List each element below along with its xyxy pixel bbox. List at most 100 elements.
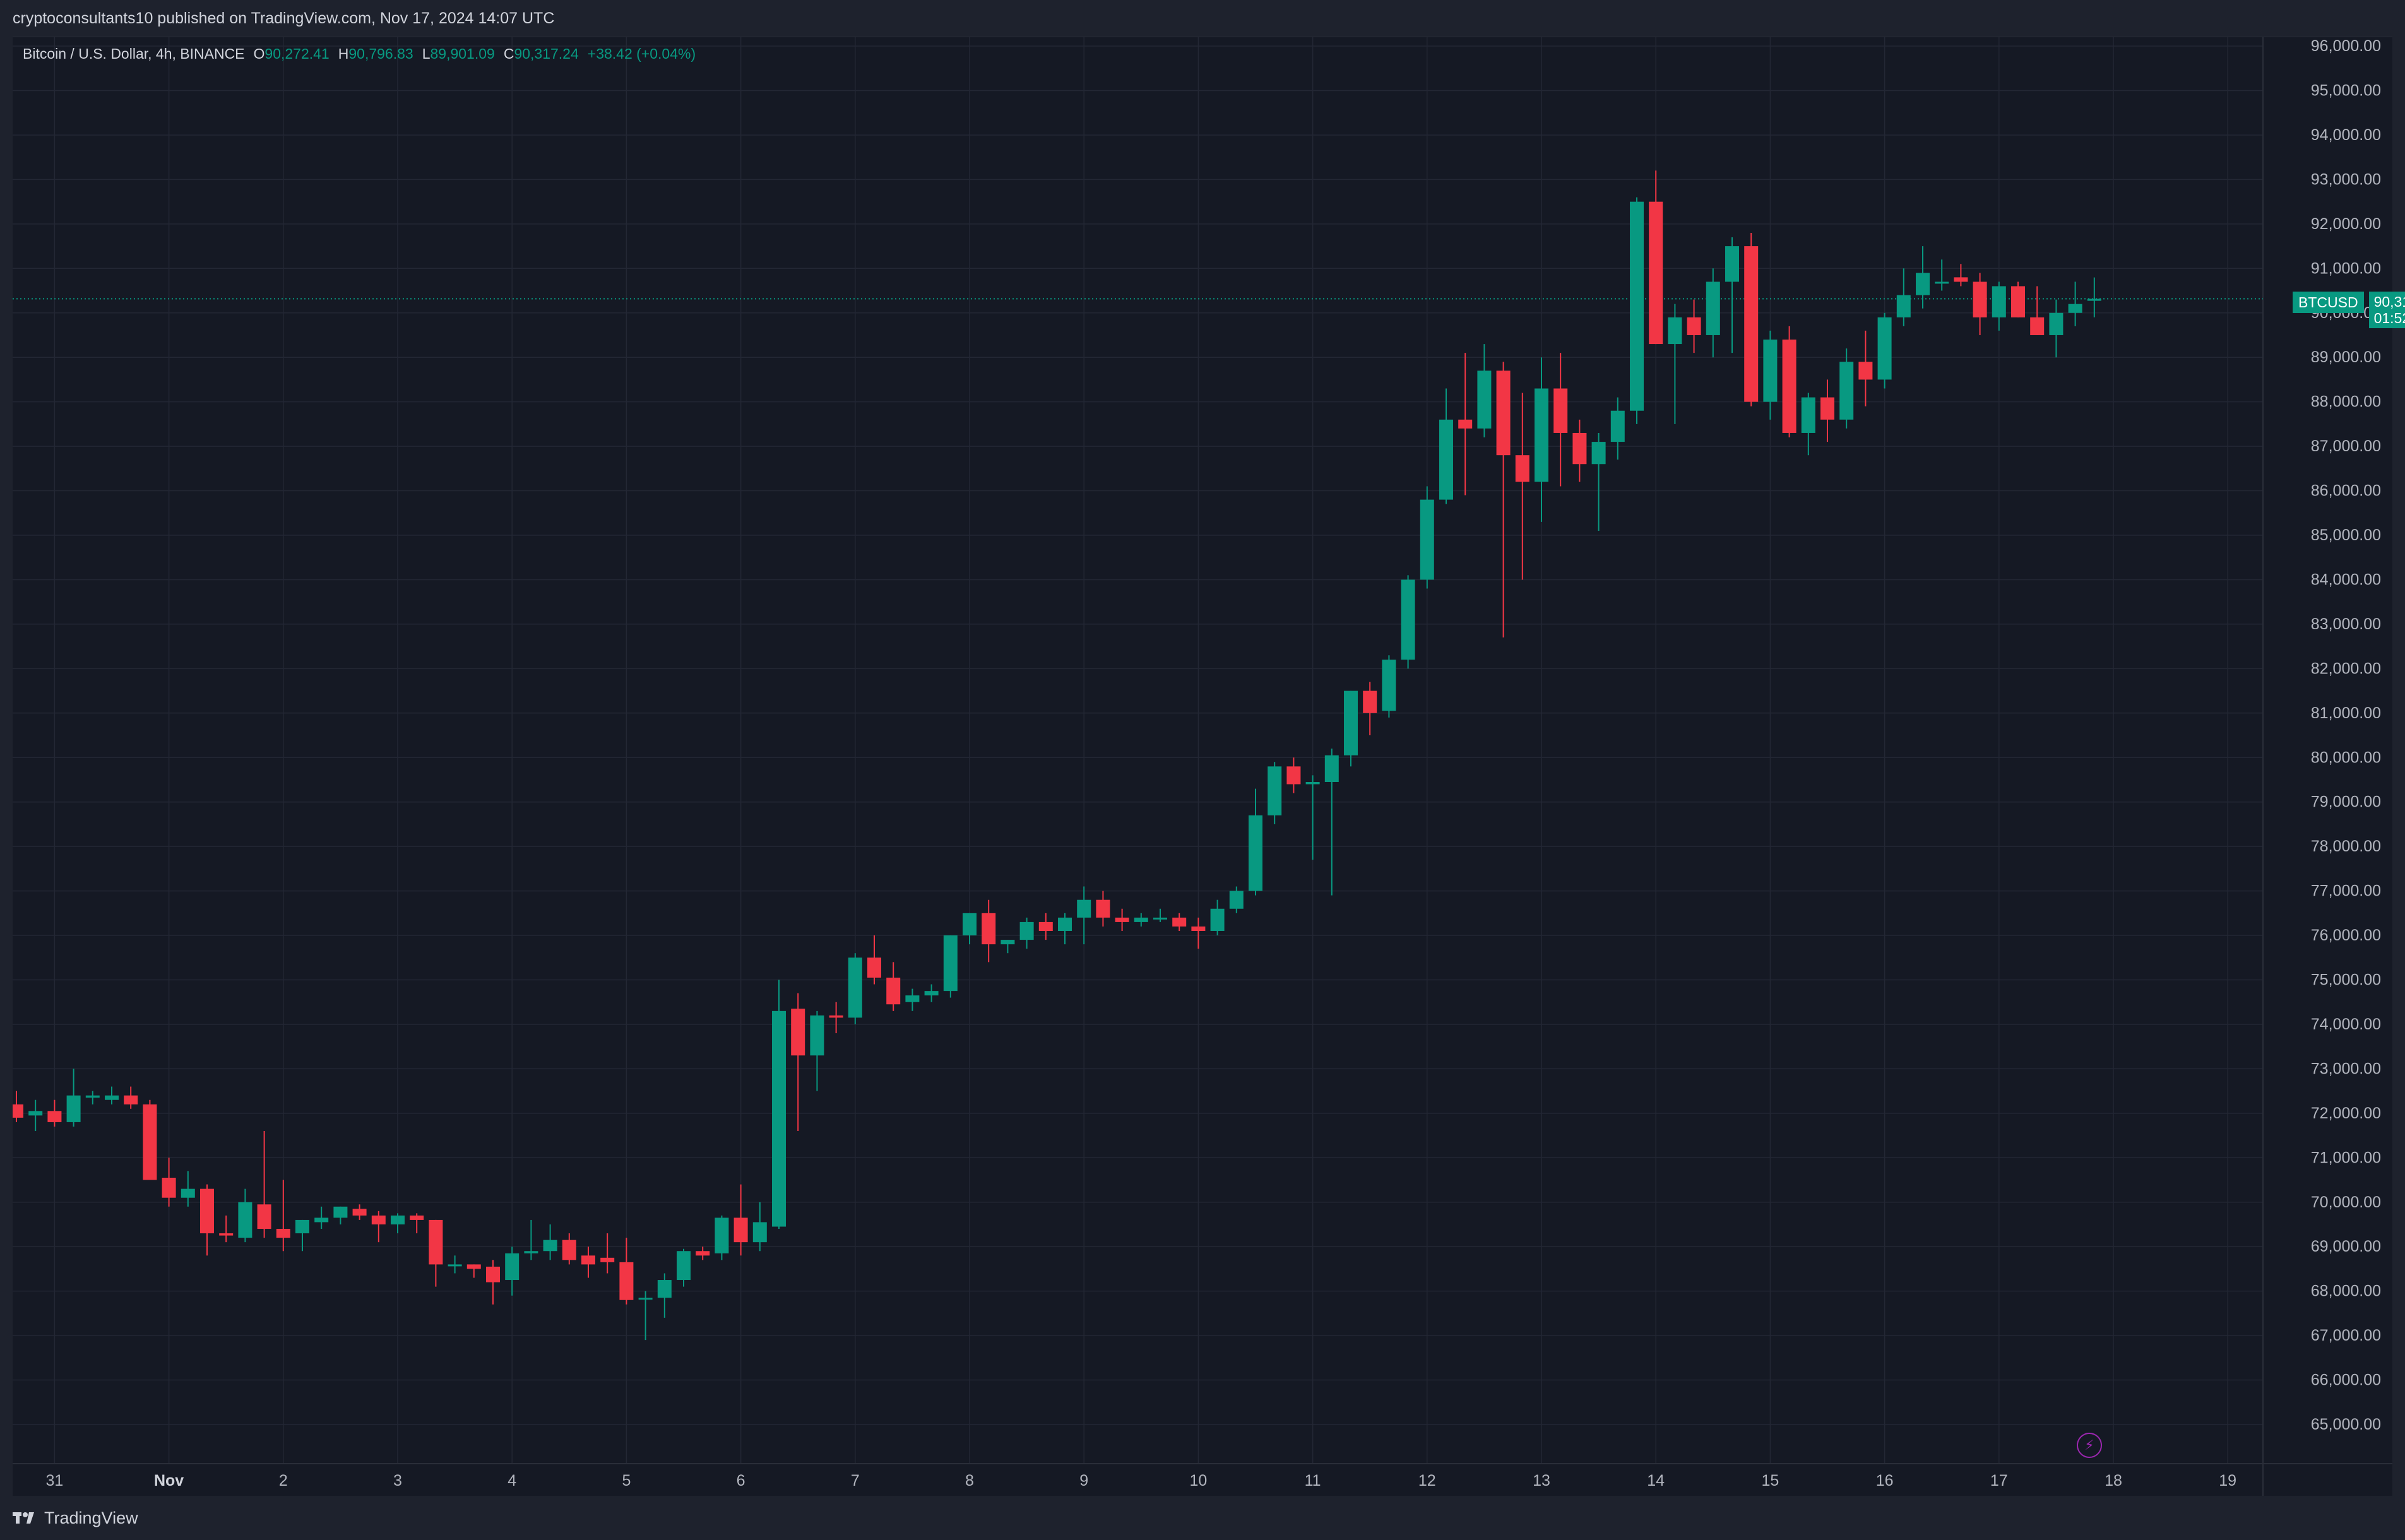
candle-body [1935,281,1949,284]
x-tick-label: 16 [1876,1472,1894,1490]
candle-body [1515,455,1529,482]
lightning-icon[interactable]: ⚡ [2077,1433,2102,1458]
x-tick-label: Nov [154,1472,184,1490]
y-tick-label: 71,000.00 [2311,1149,2381,1166]
candle-body [1896,295,1911,317]
candle-body [66,1095,81,1122]
y-tick-label: 86,000.00 [2311,482,2381,500]
published-text: cryptoconsultants10 published on Trading… [13,9,555,27]
candle-body [1858,362,1873,380]
y-tick-label: 74,000.00 [2311,1016,2381,1033]
candlestick-chart[interactable]: 65,000.00 66,000.00 67,000.00 68,000.00 69,0… [13,37,2392,1496]
candle-body [1096,899,1110,918]
candle-body [1801,397,1815,433]
y-tick-label: 95,000.00 [2311,82,2381,100]
y-tick-label: 81,000.00 [2311,704,2381,722]
candle-body [1401,579,1415,660]
candle-body [638,1298,653,1300]
candle-body [1553,388,1568,433]
candle-body [1877,317,1892,380]
x-tick-label: 3 [393,1472,402,1490]
tradingview-logo-icon [13,1512,34,1524]
legend-close-value: 90,317.24 [514,45,579,62]
candle-body [715,1217,729,1253]
candle-body [982,913,996,945]
candle-body [1458,419,1473,429]
candle-body [200,1188,214,1234]
x-tick-label: 10 [1189,1472,1207,1490]
candle-body [905,995,920,1002]
candle-body [772,1010,786,1227]
candle-body [1172,917,1187,927]
y-tick-label: 79,000.00 [2311,793,2381,811]
y-tick-label: 92,000.00 [2311,215,2381,233]
x-tick-label: 14 [1647,1472,1665,1490]
candle-body [543,1240,557,1252]
candle-body [829,1015,843,1018]
candle-body [257,1204,271,1229]
candle-body [391,1215,405,1224]
y-tick-label: 84,000.00 [2311,571,2381,588]
y-tick-label: 89,000.00 [2311,348,2381,366]
legend-open-value: 90,272.41 [264,45,330,62]
x-tick-label: 9 [1079,1472,1088,1490]
candle-body [105,1095,119,1100]
last-price-box: 90,317.24 01:52:13 [2368,292,2405,328]
candle-body [371,1215,386,1224]
candle-body [1992,286,2006,317]
y-tick-label: 83,000.00 [2311,615,2381,633]
candle-body [1344,690,1358,755]
candle-body [1058,917,1072,932]
candle-body [1249,815,1262,891]
candle-body [1420,499,1434,580]
candle-body [28,1111,43,1116]
candle-body [1649,201,1663,345]
candle-body [162,1178,176,1198]
candle-body [1268,766,1282,815]
candle-body [1630,201,1644,411]
candle-body [1439,419,1453,500]
x-tick-label: 12 [1418,1472,1436,1490]
candle-body [47,1111,62,1122]
candle-body [1610,410,1625,442]
symbol-legend: Bitcoin / U.S. Dollar, 4h, BINANCE O 90,2… [23,45,696,62]
candle-body [1725,246,1739,282]
candle-body [600,1257,615,1262]
candle-body [276,1229,290,1238]
candle-body [1153,917,1167,920]
candle-body [2030,317,2045,335]
candle-body [791,1009,805,1056]
legend-low-value: 89,901.09 [430,45,495,62]
candle-body [867,957,881,978]
y-tick-label: 93,000.00 [2311,170,2381,188]
x-tick-label: 19 [2219,1472,2236,1490]
x-tick-label: 6 [737,1472,745,1490]
candle-body [619,1262,634,1300]
candle-body [1591,442,1606,465]
candle-body [1324,755,1339,782]
candle-body [1134,917,1148,922]
legend-close-label: C [503,45,514,62]
candle-body [562,1240,576,1260]
legend-high-label: H [338,45,349,62]
candle-body [238,1202,252,1238]
candle-body [505,1253,520,1281]
y-tick-label: 70,000.00 [2311,1194,2381,1211]
y-tick-label: 96,000.00 [2311,37,2381,55]
tradingview-logo[interactable]: TradingView [13,1508,138,1528]
candle-body [848,957,862,1018]
bar-countdown: 01:52:13 [2373,310,2405,326]
y-tick-label: 94,000.00 [2311,126,2381,144]
legend-title: Bitcoin / U.S. Dollar, 4h, BINANCE [23,45,245,62]
chart-area[interactable]: 65,000.00 66,000.00 67,000.00 68,000.00 69,0… [13,37,2392,1496]
candle-body [677,1251,691,1281]
candle-body [219,1233,234,1236]
candle-body [352,1209,367,1216]
candle-body [733,1217,748,1243]
y-tick-label: 80,000.00 [2311,749,2381,766]
y-tick-label: 72,000.00 [2311,1105,2381,1122]
candle-body [1286,766,1301,785]
candle-body [1839,362,1854,420]
x-tick-label: 4 [508,1472,516,1490]
x-tick-label: 8 [965,1472,974,1490]
